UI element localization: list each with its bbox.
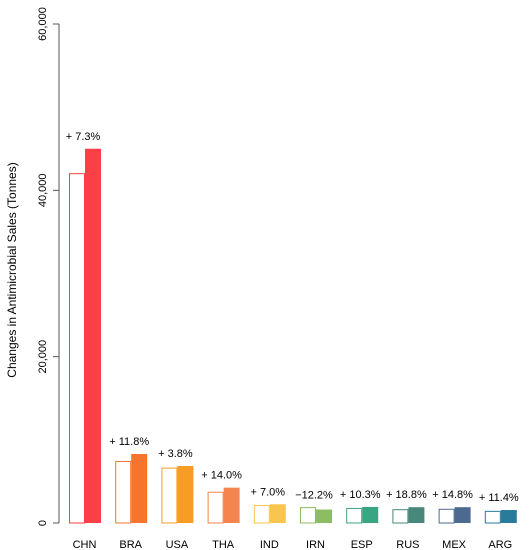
bar-arg-filled (500, 510, 517, 523)
bar-irn-filled (316, 509, 332, 523)
change-label-mex: + 14.8% (432, 489, 473, 501)
x-axis-labels: CHN BRA USA THA IND IRN ESP RUS MEX ARG (73, 539, 513, 550)
change-label-rus: + 18.8% (386, 489, 427, 501)
bar-irn-outline (300, 507, 316, 524)
x-label-bra: BRA (119, 539, 142, 550)
bar-arg-outline (484, 510, 501, 524)
bar-mex-filled (454, 507, 471, 523)
x-label-esp: ESP (351, 539, 373, 550)
change-label-arg: + 11.4% (479, 492, 519, 504)
x-label-chn: CHN (73, 539, 97, 550)
bars (69, 148, 517, 524)
y-tick-label: 40,000 (37, 174, 49, 208)
change-label-esp: + 10.3% (340, 489, 381, 501)
bar-mex-outline (438, 508, 455, 524)
bar-rus-filled (408, 507, 425, 523)
bar-tha-filled (223, 487, 240, 523)
bar-esp-filled (362, 506, 379, 523)
change-label-usa: + 3.8% (158, 448, 193, 460)
change-label-bra: + 11.8% (109, 436, 149, 448)
bar-ind-outline (253, 505, 270, 524)
y-tick-label: 0 (37, 520, 49, 526)
y-tick-label: 20,000 (37, 340, 49, 374)
x-label-rus: RUS (396, 539, 419, 550)
bar-rus-outline (392, 509, 409, 524)
change-label-tha: + 14.0% (201, 470, 242, 482)
bar-esp-outline (346, 507, 363, 524)
x-label-usa: USA (166, 539, 189, 550)
y-tick-label: 60,000 (37, 7, 49, 41)
y-axis: 0 20,000 40,000 60,000 (37, 7, 60, 526)
y-axis-title: Changes in Antimicrobial Sales (Tonnes) (5, 162, 19, 377)
bar-chn-outline (69, 173, 85, 524)
change-labels: + 7.3% + 11.8% + 3.8% + 14.0% + 7.0% −12.2% + … (66, 131, 519, 504)
bar-tha-outline (207, 491, 224, 524)
x-label-mex: MEX (442, 539, 467, 550)
bar-chn-filled (85, 148, 101, 523)
x-label-arg: ARG (488, 539, 512, 550)
bar-bra-outline (115, 460, 132, 524)
x-label-ind: IND (260, 539, 279, 550)
x-label-tha: THA (212, 539, 235, 550)
bar-ind-filled (269, 504, 286, 523)
change-label-ind: + 7.0% (251, 486, 286, 498)
change-label-chn: + 7.3% (66, 131, 101, 143)
x-label-irn: IRN (306, 539, 325, 550)
bar-usa-filled (177, 466, 194, 523)
bar-usa-outline (161, 467, 178, 524)
bar-bra-filled (131, 453, 148, 523)
change-label-irn: −12.2% (295, 490, 333, 502)
